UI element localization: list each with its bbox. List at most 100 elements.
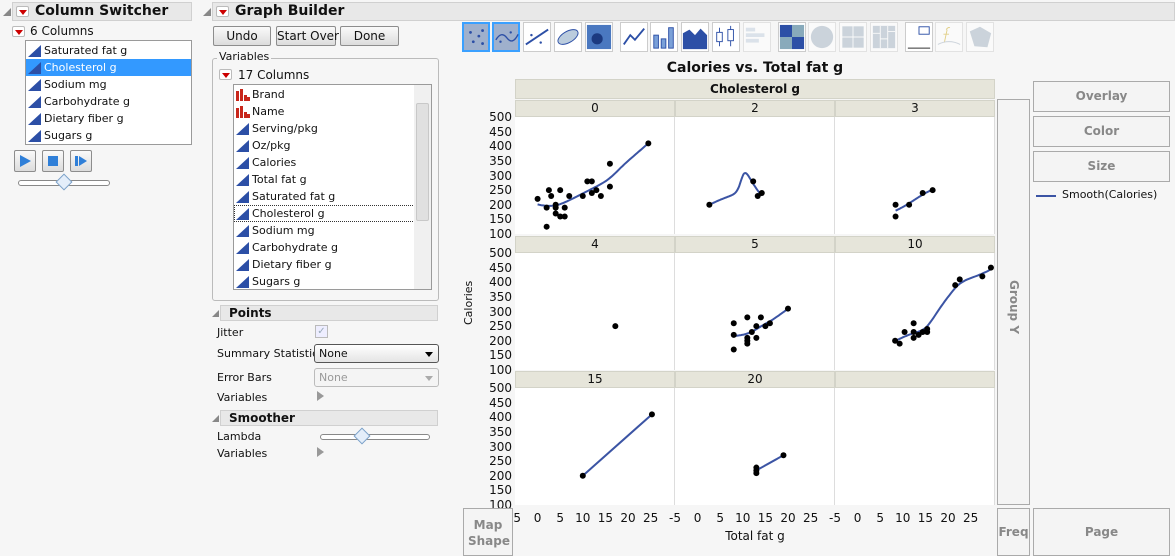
plot-panel[interactable] xyxy=(515,117,675,234)
column-switcher-item[interactable]: Carbohydrate g xyxy=(26,93,191,110)
smooth-line[interactable] xyxy=(895,188,934,212)
data-point[interactable] xyxy=(561,213,568,220)
x-axis-title[interactable]: Total fat g xyxy=(725,529,785,543)
variable-item[interactable]: Saturated fat g xyxy=(234,188,431,205)
variables-menu-icon[interactable] xyxy=(219,69,232,80)
data-point[interactable] xyxy=(557,187,564,194)
size-zone[interactable]: Size xyxy=(1033,151,1170,182)
data-point[interactable] xyxy=(924,328,931,335)
smooth-line[interactable] xyxy=(733,307,789,338)
points-variables-expand-icon[interactable] xyxy=(317,391,324,401)
plot-panel[interactable] xyxy=(515,388,675,505)
data-point[interactable] xyxy=(645,140,652,147)
area-button[interactable] xyxy=(681,22,709,52)
variable-item[interactable]: Sodium mg xyxy=(234,222,431,239)
contour-button[interactable] xyxy=(585,22,613,52)
caption-box-button[interactable] xyxy=(905,22,933,52)
data-point[interactable] xyxy=(952,282,959,289)
overlay-zone[interactable]: Overlay xyxy=(1033,81,1170,112)
panel-header[interactable]: 0 xyxy=(515,100,675,117)
data-point[interactable] xyxy=(780,452,787,459)
scrollbar-thumb[interactable] xyxy=(416,103,429,221)
formula-button[interactable] xyxy=(935,22,963,52)
plot-panel[interactable] xyxy=(835,253,995,370)
slider-thumb[interactable] xyxy=(55,173,73,191)
variables-list[interactable]: Brand Name Serving/pkg Oz/pkg Calories Total … xyxy=(233,84,432,290)
variable-item[interactable]: Total fat g xyxy=(234,171,431,188)
panel-header[interactable]: 3 xyxy=(835,100,995,117)
group-y-zone[interactable]: Group Y xyxy=(997,99,1030,505)
variable-item[interactable]: Cholesterol g xyxy=(234,205,431,222)
smoother-button[interactable] xyxy=(492,22,520,52)
data-point[interactable] xyxy=(597,192,604,199)
jitter-checkbox[interactable]: ✓ xyxy=(315,325,328,338)
data-point[interactable] xyxy=(753,470,760,477)
histogram-button[interactable] xyxy=(743,22,771,52)
page-zone[interactable]: Page xyxy=(1033,508,1170,556)
data-point[interactable] xyxy=(579,472,586,479)
data-point[interactable] xyxy=(901,328,908,335)
data-point[interactable] xyxy=(910,334,917,341)
panel-header[interactable]: 15 xyxy=(515,371,675,388)
data-point[interactable] xyxy=(762,323,769,330)
column-switcher-item[interactable]: Saturated fat g xyxy=(26,42,191,59)
data-point[interactable] xyxy=(906,201,913,208)
color-zone[interactable]: Color xyxy=(1033,116,1170,147)
freq-zone[interactable]: Freq xyxy=(997,508,1030,556)
line-button[interactable] xyxy=(620,22,648,52)
data-point[interactable] xyxy=(606,160,613,167)
data-point[interactable] xyxy=(545,187,552,194)
points-button[interactable] xyxy=(462,22,490,52)
group-x-header[interactable]: Cholesterol g xyxy=(515,79,995,99)
data-point[interactable] xyxy=(543,204,550,211)
data-point[interactable] xyxy=(730,320,737,327)
data-point[interactable] xyxy=(612,323,619,330)
data-point[interactable] xyxy=(987,264,994,271)
data-point[interactable] xyxy=(730,346,737,353)
data-point[interactable] xyxy=(919,328,926,335)
data-point[interactable] xyxy=(910,320,917,327)
data-point[interactable] xyxy=(784,305,791,312)
data-point[interactable] xyxy=(534,195,541,202)
smooth-line[interactable] xyxy=(755,454,784,472)
data-point[interactable] xyxy=(593,187,600,194)
variable-item[interactable]: Name xyxy=(234,103,431,120)
map-shape-zone[interactable]: Map Shape xyxy=(463,508,513,556)
line-of-fit-button[interactable] xyxy=(523,22,551,52)
data-point[interactable] xyxy=(744,314,751,321)
data-point[interactable] xyxy=(557,213,564,220)
variable-item[interactable]: Serving/pkg xyxy=(234,120,431,137)
data-point[interactable] xyxy=(892,213,899,220)
y-axis-title[interactable]: Calories xyxy=(462,280,475,325)
step-button[interactable] xyxy=(70,150,92,172)
variable-item[interactable]: Calories xyxy=(234,154,431,171)
lambda-slider[interactable] xyxy=(320,427,430,445)
variable-item[interactable]: Carbohydrate g xyxy=(234,239,431,256)
plot-panel[interactable] xyxy=(835,388,995,505)
data-point[interactable] xyxy=(896,340,903,347)
plot-panel[interactable] xyxy=(515,253,675,370)
pie-button[interactable] xyxy=(808,22,836,52)
data-point[interactable] xyxy=(584,178,591,185)
done-button[interactable]: Done xyxy=(340,26,399,46)
ellipse-button[interactable] xyxy=(554,22,582,52)
data-point[interactable] xyxy=(588,190,595,197)
variable-item[interactable]: Brand xyxy=(234,86,431,103)
undo-button[interactable]: Undo xyxy=(213,26,271,46)
outline-disclosure-icon[interactable] xyxy=(3,8,11,16)
data-point[interactable] xyxy=(956,276,963,283)
smooth-line[interactable] xyxy=(537,142,649,207)
data-point[interactable] xyxy=(606,183,613,190)
data-point[interactable] xyxy=(892,201,899,208)
data-point[interactable] xyxy=(588,178,595,185)
plot-panel[interactable] xyxy=(675,117,835,234)
plot-panel[interactable] xyxy=(675,388,835,505)
panel-header[interactable]: 10 xyxy=(835,236,995,253)
smooth-line[interactable] xyxy=(582,413,653,477)
slider-thumb[interactable] xyxy=(353,427,371,445)
data-point[interactable] xyxy=(548,192,555,199)
smoother-variables-expand-icon[interactable] xyxy=(317,447,324,457)
bar-button[interactable] xyxy=(650,22,678,52)
graph-builder-menu-icon[interactable] xyxy=(216,6,229,17)
data-point[interactable] xyxy=(706,201,713,208)
